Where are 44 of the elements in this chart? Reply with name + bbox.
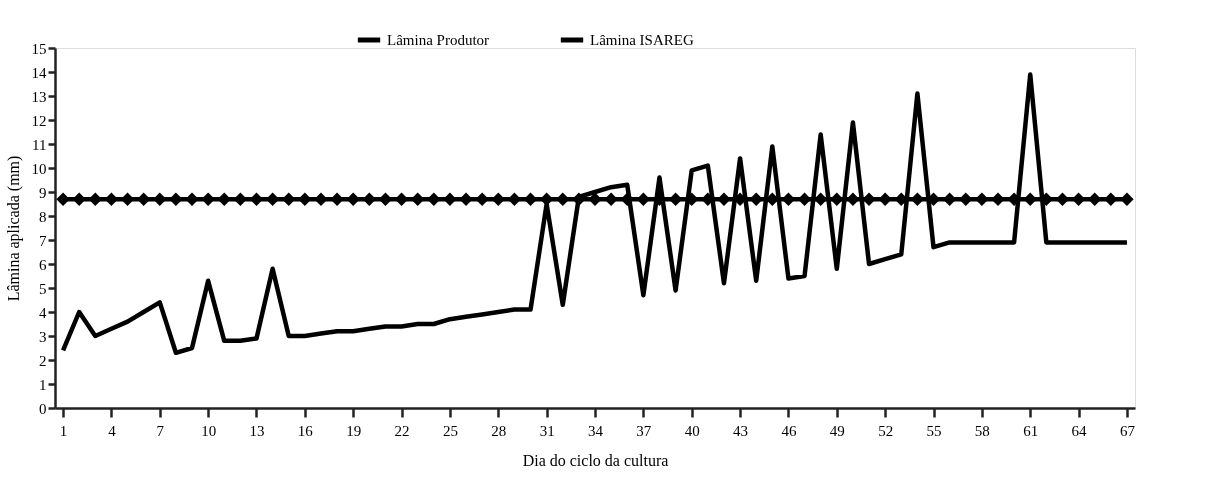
x-tick-label: 52	[878, 422, 894, 439]
x-tick-label: 40	[684, 422, 700, 439]
x-axis-title: Dia do ciclo da cultura	[522, 451, 669, 469]
x-tick-label: 13	[249, 422, 265, 439]
x-tick-label: 4	[108, 422, 117, 439]
y-tick-label: 6	[39, 256, 47, 273]
x-tick-label: 46	[781, 422, 797, 439]
y-tick-label: 3	[39, 328, 47, 345]
y-tick-label: 11	[32, 136, 47, 153]
y-tick-label: 8	[39, 208, 47, 225]
x-tick-label: 58	[974, 422, 990, 439]
x-tick-label: 7	[156, 422, 165, 439]
x-tick-label: 19	[346, 422, 362, 439]
y-tick-label: 13	[31, 88, 47, 105]
x-tick-label: 25	[442, 422, 458, 439]
legend-label: Lâmina ISAREG	[590, 32, 694, 48]
y-tick-label: 9	[39, 184, 47, 201]
x-tick-label: 1	[59, 422, 68, 439]
x-tick-label: 61	[1023, 422, 1039, 439]
x-tick-label: 55	[926, 422, 942, 439]
y-tick-label: 0	[39, 400, 47, 417]
x-tick-label: 67	[1119, 422, 1136, 439]
x-tick-label: 22	[394, 422, 410, 439]
y-tick-label: 12	[31, 112, 47, 129]
line-series	[60, 72, 1130, 356]
x-tick-label: 37	[636, 422, 652, 439]
y-axis-title: Lâmina aplicada (mm)	[4, 155, 23, 302]
x-tick-label: 34	[588, 422, 604, 439]
x-tick-label: 31	[539, 422, 555, 439]
x-tick-label: 43	[733, 422, 749, 439]
y-tick-label: 2	[39, 352, 47, 369]
y-tick-label: 15	[31, 40, 47, 57]
x-tick-label: 16	[297, 422, 314, 439]
x-tick-label: 10	[201, 422, 217, 439]
y-tick-label: 4	[39, 304, 47, 321]
x-tick-label: 49	[829, 422, 845, 439]
y-tick-label: 10	[31, 160, 47, 177]
y-tick-label: 1	[39, 376, 47, 393]
y-tick-label: 14	[31, 64, 47, 81]
x-tick-label: 28	[491, 422, 507, 439]
y-tick-label: 5	[39, 280, 47, 297]
y-tick-label: 7	[39, 232, 47, 249]
x-tick-label: 64	[1071, 422, 1088, 439]
legend-label: Lâmina Produtor	[387, 32, 490, 48]
